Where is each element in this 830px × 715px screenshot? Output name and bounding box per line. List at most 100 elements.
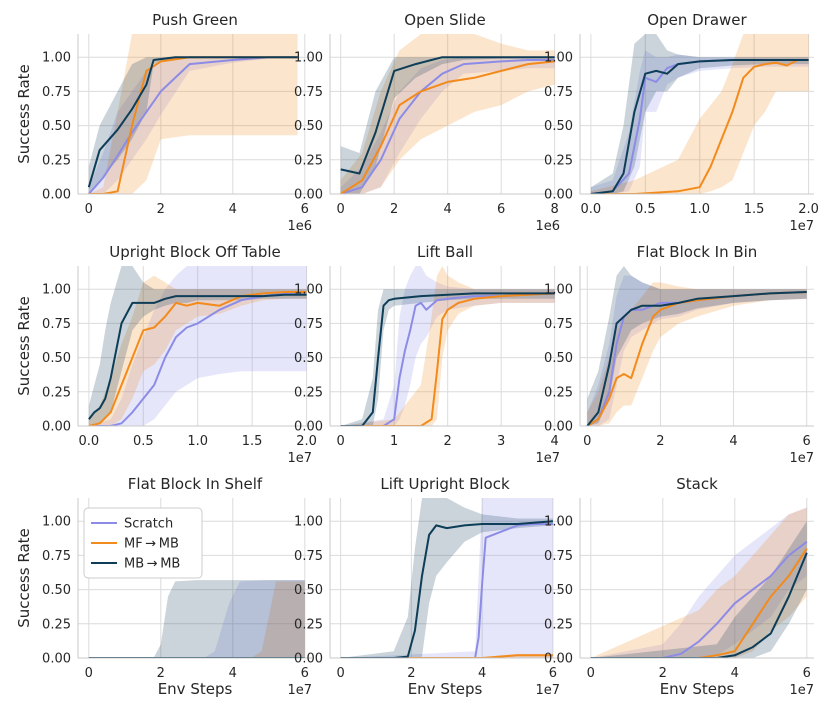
x-tick-label: 6 [497,202,505,217]
x-axis-label: Env Steps [660,680,735,698]
y-tick-label: 1.00 [42,51,71,66]
x-tick-label: 0 [583,434,591,449]
legend-label: MB → MB [124,557,180,572]
y-tick-label: 0.00 [42,420,71,435]
series-line-mb-mb [590,552,808,658]
x-tick-label: 6 [803,666,811,681]
chart-title: Open Slide [404,11,485,29]
band-mf-mb [88,275,307,426]
x-offset-label: 1e7 [789,451,814,466]
legend-box [83,507,203,579]
y-tick-label: 0.25 [294,153,323,168]
x-tick-label: 0.5 [635,202,656,217]
band-scratch [88,580,305,658]
y-tick-label: 0.50 [294,351,323,366]
band-scratch [340,57,555,194]
y-tick-label: 0.25 [544,617,573,632]
subplot: Stack 0.00 0.25 0.50 0.75 1.00 0 2 4 6 1e7 Env Step… [544,475,814,698]
legend-label: Scratch [124,517,173,532]
x-tick-label: 2 [157,202,165,217]
series-line-scratch [340,59,555,194]
x-tick-label: 2 [390,202,398,217]
band-scratch [590,507,807,658]
legend: Scratch MF → MB MB → MB [83,507,203,579]
x-tick-label: 1.5 [242,434,263,449]
series-line-mb-mb [88,293,307,420]
x-tick-label: 6 [549,666,557,681]
x-tick-label: 0.5 [133,434,154,449]
plot-area [590,34,809,194]
x-tick-label: 0 [336,666,344,681]
y-tick-label: 0.75 [294,549,323,564]
x-tick-label: 1.0 [689,202,710,217]
y-tick-label: 0.50 [42,583,71,598]
y-tick-label: 0.50 [42,119,71,134]
series-line-mb-mb [340,520,553,658]
y-tick-label: 0.25 [42,153,71,168]
x-tick-label: 4 [444,202,452,217]
x-offset-label: 1e7 [535,683,560,698]
y-axis-label: Success Rate [15,528,33,628]
series-line-mb-mb [340,292,555,426]
band-mb-mb [88,266,307,426]
x-tick-label: 6 [803,434,811,449]
subplot: Lift Ball 0.00 0.25 0.50 0.75 1.00 0 1 2 3 4 1e7 [294,243,560,466]
band-mf-mb [590,507,807,658]
band-scratch [587,275,807,426]
band-mf-mb [590,34,809,194]
x-tick-label: 4 [229,666,237,681]
x-tick-label: 0.0 [79,434,100,449]
band-scratch [340,266,555,426]
band-mb-mb [88,580,305,658]
chart-title: Stack [676,475,718,493]
series-line-mf-mb [590,59,809,194]
subplot: Open Drawer 0.00 0.25 0.50 0.75 1.00 0.0 0.5 1.0… [544,11,819,234]
y-tick-label: 0.00 [544,188,573,203]
plot-area [586,266,807,426]
y-tick-label: 0.50 [42,351,71,366]
y-tick-label: 0.00 [294,652,323,667]
y-tick-label: 0.25 [42,617,71,632]
y-tick-label: 0.50 [544,119,573,134]
x-tick-label: 0 [85,202,93,217]
x-offset-label: 1e6 [535,219,560,234]
y-tick-label: 0.75 [544,549,573,564]
y-tick-label: 0.50 [294,119,323,134]
band-scratch [88,266,307,426]
series-line-mf-mb [340,654,553,658]
x-tick-label: 4 [729,434,737,449]
chart-title: Flat Block In Shelf [128,475,263,493]
band-mf-mb [587,282,807,426]
series-line-mf-mb [88,291,307,426]
y-tick-label: 0.00 [544,420,573,435]
x-tick-label: 0 [85,666,93,681]
series-line-scratch [590,541,808,658]
series-line-mb-mb [590,59,809,194]
x-tick-label: 2 [444,434,452,449]
plot-area [88,580,305,658]
chart-title: Push Green [152,11,238,29]
y-tick-label: 0.25 [544,385,573,400]
series-line-mb-mb [340,56,555,175]
x-tick-label: 1.5 [744,202,765,217]
x-tick-label: 2 [656,434,664,449]
x-offset-label: 1e7 [789,683,814,698]
y-tick-label: 0.50 [544,351,573,366]
subplot: Flat Block In Bin 0.00 0.25 0.50 0.75 1.00 0 2 4… [544,243,814,466]
y-tick-label: 1.00 [294,51,323,66]
chart-title: Lift Upright Block [380,475,510,493]
series-line-mf-mb [340,292,555,426]
y-tick-label: 0.00 [42,188,71,203]
x-tick-label: 3 [497,434,505,449]
x-tick-label: 2 [407,666,415,681]
series-line-mf-mb [340,60,555,194]
x-tick-label: 8 [551,202,559,217]
y-tick-label: 0.50 [544,583,573,598]
y-tick-label: 0.25 [294,617,323,632]
x-tick-label: 4 [731,666,739,681]
y-tick-label: 1.00 [544,51,573,66]
band-mb-mb [340,57,555,194]
y-tick-label: 0.75 [544,85,573,100]
series-line-scratch [88,56,298,194]
